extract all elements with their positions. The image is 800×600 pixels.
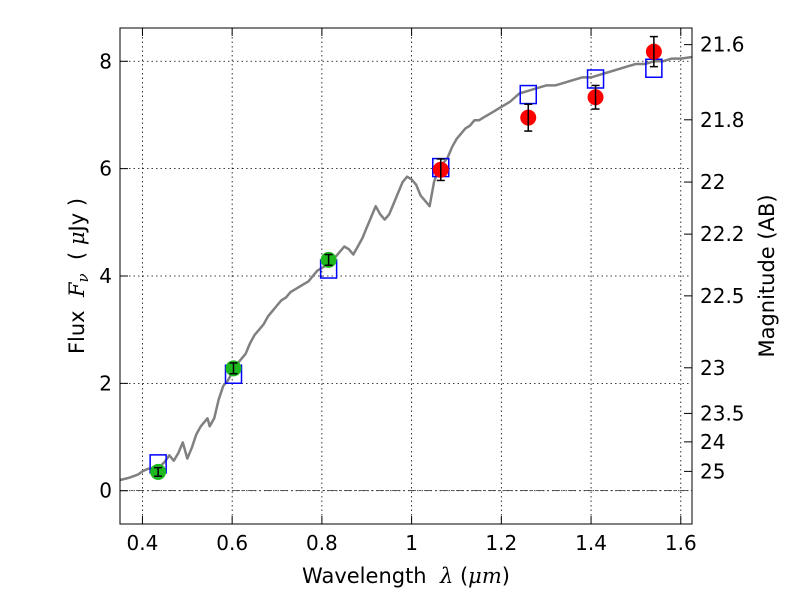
y-tick-label: 0 [99,479,112,503]
y-axis-label: Flux Fν ( μJy ) [65,198,92,354]
x-tick-label: 0.8 [306,531,338,555]
y2-axis-label: Magnitude (AB) [755,194,779,357]
x-tick-label: 0.6 [216,531,248,555]
y2-tick-label: 23.5 [700,401,745,425]
x-tick-label: 1.6 [665,531,697,555]
y2-tick-label: 25 [700,459,725,483]
y-tick-label: 4 [99,264,112,288]
photometry-layer [150,35,662,480]
y2-tick-label: 21.6 [700,33,745,57]
y-tick-label: 6 [99,157,112,181]
y2-tick-label: 22.2 [700,222,745,246]
y-axis-ticks: 0 2 4 6 8 [99,49,128,503]
y2-axis-ticks: 21.6 21.8 22 22.2 22.5 23 23.5 24 25 [684,33,745,483]
x-tick-label: 1.2 [485,531,517,555]
x-tick-label: 0.4 [127,531,159,555]
model-sed-layer [119,55,693,482]
y2-tick-label: 22.5 [700,284,745,308]
y2-tick-label: 23 [700,356,725,380]
x-axis-ticks: 0.4 0.6 0.8 1 1.2 1.4 1.6 [127,28,697,555]
y2-tick-label: 21.8 [700,108,745,132]
y-tick-label: 2 [99,371,112,395]
y2-tick-label: 24 [700,430,725,454]
y2-tick-label: 22 [700,170,725,194]
x-tick-label: 1.4 [575,531,607,555]
grid [120,28,692,524]
x-tick-label: 1 [405,531,418,555]
model-sed-line [119,55,693,482]
x-axis-label: Wavelength λ (μm) [302,564,510,588]
y-tick-label: 8 [99,49,112,73]
